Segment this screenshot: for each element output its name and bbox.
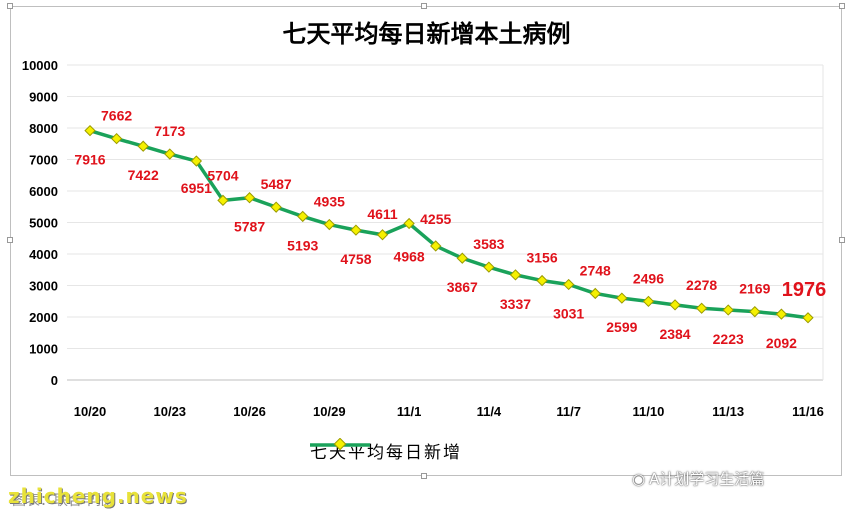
data-label: 2599 <box>606 319 637 335</box>
data-label: 5787 <box>234 219 265 235</box>
data-point <box>350 224 362 236</box>
x-tick-label: 11/10 <box>633 404 665 419</box>
data-point <box>563 278 575 291</box>
data-point <box>217 194 229 206</box>
data-label: 4611 <box>367 206 398 222</box>
data-point <box>430 240 442 252</box>
data-point <box>722 304 734 316</box>
data-point <box>164 148 176 160</box>
data-point <box>190 155 203 167</box>
data-point <box>669 299 681 311</box>
watermark-source: 图表：联合早报 <box>12 493 110 509</box>
watermark-site: zhicheng.news <box>8 484 188 508</box>
resize-handle-top-left[interactable] <box>7 3 13 9</box>
data-point <box>403 217 415 230</box>
data-point <box>270 201 282 213</box>
x-tick-label: 11/13 <box>712 404 744 419</box>
resize-handle-right[interactable] <box>839 237 845 243</box>
data-label: 7422 <box>128 167 159 183</box>
series-line <box>89 128 809 320</box>
data-label: 2496 <box>633 270 664 286</box>
y-tick-label: 10000 <box>22 58 58 73</box>
x-tick-label: 10/23 <box>154 404 187 419</box>
y-tick-label: 4000 <box>29 247 58 262</box>
y-tick-label: 5000 <box>29 216 58 231</box>
data-label: 7662 <box>101 108 132 124</box>
data-point <box>483 261 495 273</box>
data-point <box>110 132 123 145</box>
data-point <box>456 252 468 264</box>
data-point <box>695 302 708 314</box>
x-tick-label: 10/29 <box>313 404 346 419</box>
data-point <box>775 308 788 320</box>
x-axis-tick-labels: 10/20 10/23 10/26 10/29 11/1 11/4 11/7 11/10 11/… <box>74 404 824 419</box>
x-tick-label: 11/1 <box>397 404 422 419</box>
data-label: 3337 <box>500 296 531 312</box>
y-tick-label: 6000 <box>29 184 58 199</box>
data-point <box>509 269 522 281</box>
legend-line-icon <box>310 438 370 451</box>
y-tick-label: 7000 <box>29 153 58 168</box>
y-tick-label: 3000 <box>29 279 58 294</box>
data-label: 2278 <box>686 277 717 293</box>
data-point <box>536 274 548 287</box>
data-label: 3867 <box>447 279 478 295</box>
data-label: 4968 <box>394 249 425 265</box>
data-point <box>243 192 256 204</box>
resize-handle-top-right[interactable] <box>839 3 845 9</box>
y-tick-label: 2000 <box>29 310 58 325</box>
legend-label: 七天平均每日新增 <box>310 443 462 463</box>
resize-handle-bottom[interactable] <box>421 473 427 479</box>
x-tick-label: 11/16 <box>792 404 824 419</box>
data-label: 5487 <box>261 176 292 192</box>
data-label: 2384 <box>659 326 690 342</box>
y-tick-label: 9000 <box>29 90 58 105</box>
data-label: 4758 <box>340 251 371 267</box>
data-label: 4935 <box>314 194 345 210</box>
data-label: 6951 <box>181 180 212 196</box>
data-point <box>642 295 655 308</box>
data-label: 5704 <box>207 167 238 183</box>
x-tick-label: 11/4 <box>477 404 502 419</box>
y-tick-label: 0 <box>51 373 58 388</box>
resize-handle-top[interactable] <box>421 3 427 9</box>
data-label: 2223 <box>713 331 744 347</box>
y-tick-label: 8000 <box>29 121 58 136</box>
data-point <box>84 124 96 137</box>
data-point <box>297 210 309 223</box>
data-markers <box>84 124 814 324</box>
x-tick-label: 10/26 <box>233 404 266 419</box>
data-point <box>749 306 761 318</box>
data-label-latest: 1976 <box>782 279 827 301</box>
y-tick-label: 1000 <box>29 342 58 357</box>
data-label: 3156 <box>526 250 557 266</box>
data-label: 5193 <box>287 237 318 253</box>
data-point <box>589 287 601 300</box>
x-tick-label: 10/20 <box>74 404 107 419</box>
data-point <box>137 140 149 152</box>
wechat-icon: ◉ <box>632 469 646 488</box>
chart-title: 七天平均每日新增本土病例 <box>282 20 571 48</box>
data-label: 3031 <box>553 306 584 322</box>
resize-handle-left[interactable] <box>7 237 13 243</box>
data-label: 4255 <box>420 211 451 227</box>
data-label: 7916 <box>74 152 105 168</box>
data-label: 2092 <box>766 335 797 351</box>
x-tick-label: 11/7 <box>556 404 581 419</box>
y-axis-tick-labels: 0 1000 2000 3000 4000 5000 6000 7000 8000 9000 100… <box>22 58 58 388</box>
data-point <box>616 292 628 304</box>
chart-frame <box>7 3 845 479</box>
data-point <box>802 312 814 324</box>
data-point <box>323 218 335 231</box>
data-label: 7173 <box>154 123 185 139</box>
data-label: 3583 <box>473 236 504 252</box>
legend: 七天平均每日新增 <box>310 438 462 463</box>
watermark-account: ◉ A计划学习生活篇 <box>632 469 765 489</box>
data-label: 2169 <box>739 281 770 297</box>
data-point <box>376 229 389 241</box>
data-label: 2748 <box>580 262 611 278</box>
